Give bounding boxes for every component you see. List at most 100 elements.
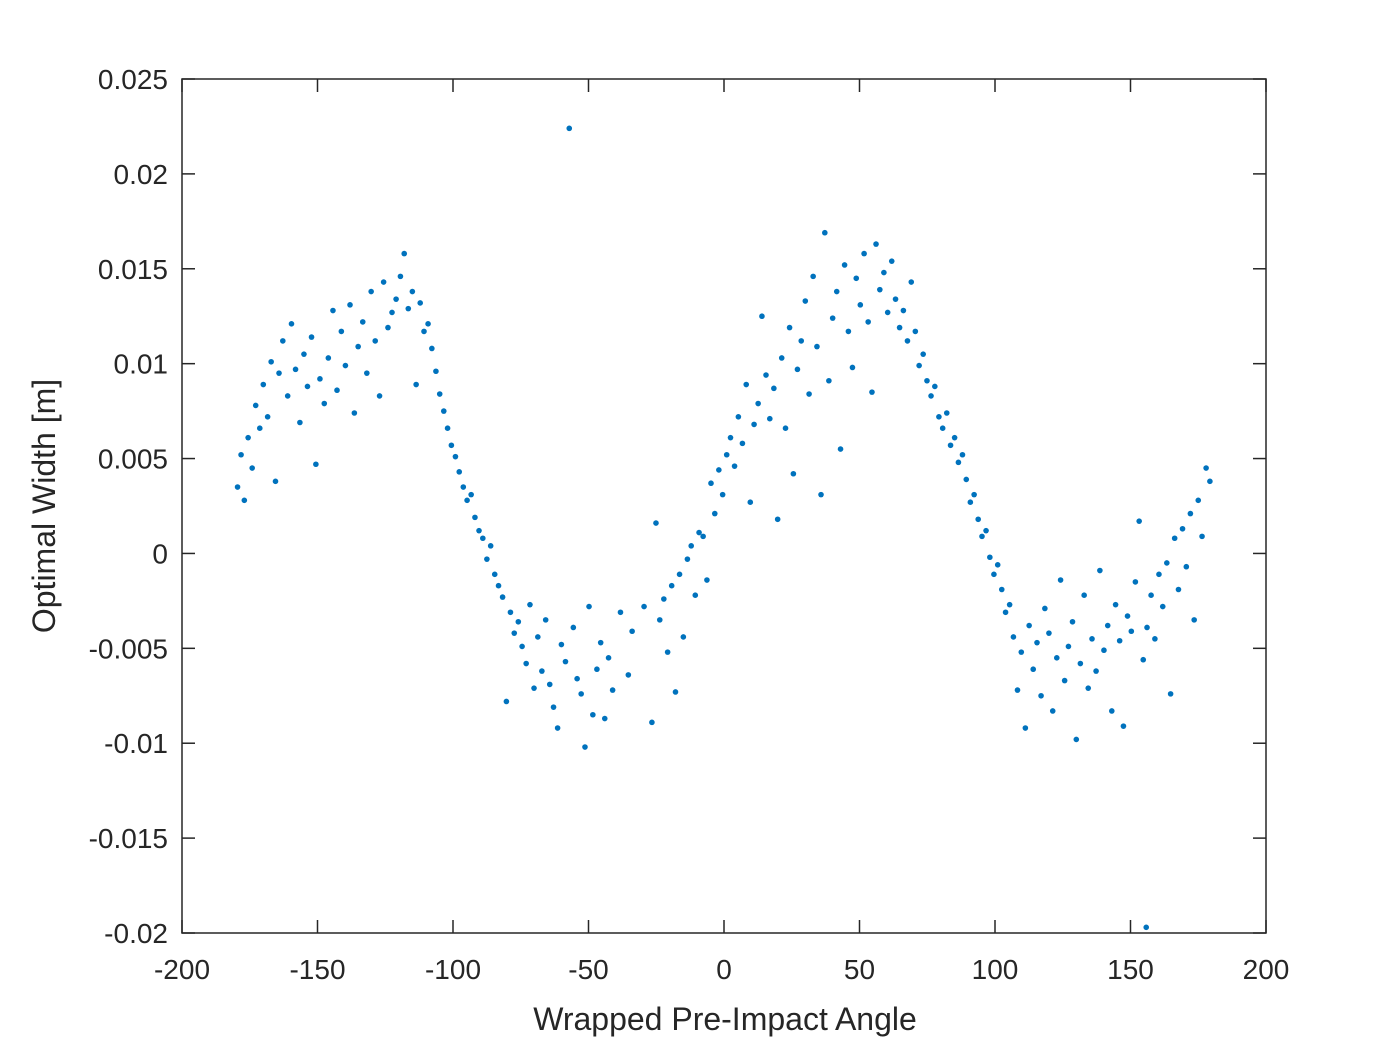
- scatter-point: [865, 319, 871, 325]
- scatter-point: [249, 465, 255, 471]
- x-tick-label: 150: [1107, 954, 1154, 985]
- scatter-point: [774, 516, 781, 523]
- scatter-point: [558, 641, 565, 648]
- scatter-point: [1112, 601, 1119, 608]
- scatter-point: [1065, 643, 1072, 650]
- scatter-point: [590, 711, 596, 718]
- scatter-point: [531, 685, 537, 691]
- scatter-point: [983, 527, 989, 534]
- scatter-point: [739, 440, 746, 447]
- scatter-point: [511, 630, 518, 636]
- scatter-point: [782, 425, 789, 431]
- scatter-point: [1002, 609, 1009, 616]
- scatter-point: [288, 321, 295, 327]
- scatter-point: [376, 393, 383, 399]
- y-tick-label: 0.02: [114, 159, 169, 190]
- scatter-point: [1038, 692, 1044, 699]
- scatter-point: [468, 491, 474, 498]
- scatter-point: [1207, 478, 1213, 485]
- scatter-point: [425, 321, 431, 327]
- scatter-point: [987, 554, 993, 561]
- scatter-point: [1191, 617, 1197, 623]
- scatter-point: [841, 262, 848, 268]
- scatter-point: [735, 414, 742, 420]
- scatter-point: [562, 658, 569, 665]
- scatter-point: [837, 446, 844, 452]
- scatter-point: [727, 434, 734, 441]
- scatter-point: [1042, 605, 1048, 612]
- scatter-point: [1022, 725, 1029, 731]
- scatter-point: [822, 229, 828, 236]
- y-tick-label: 0.025: [98, 64, 168, 95]
- scatter-point: [755, 400, 761, 407]
- scatter-point: [1053, 655, 1060, 661]
- scatter-point: [845, 328, 852, 335]
- x-axis-label: Wrapped Pre-Impact Angle: [533, 1001, 917, 1037]
- scatter-point: [1101, 647, 1107, 654]
- scatter-point: [928, 393, 934, 399]
- scatter-point: [857, 302, 864, 308]
- scatter-point: [527, 601, 533, 608]
- scatter-point: [829, 315, 836, 321]
- scatter-point: [280, 338, 286, 344]
- scatter-point: [1143, 924, 1150, 931]
- scatter-point: [1167, 691, 1174, 697]
- scatter-point: [238, 451, 244, 458]
- scatter-point: [1030, 666, 1037, 673]
- scatter-point: [256, 425, 263, 431]
- scatter-point: [641, 603, 647, 610]
- scatter-point: [1010, 634, 1017, 640]
- scatter-point: [1093, 668, 1099, 674]
- scatter-point: [892, 296, 899, 302]
- scatter-point: [1046, 630, 1052, 636]
- scatter-point: [389, 309, 395, 316]
- scatter-point: [1069, 618, 1076, 625]
- scatter-point: [1014, 687, 1021, 693]
- scatter-point: [272, 478, 279, 485]
- scatter-point: [826, 377, 832, 384]
- scatter-point: [338, 328, 345, 335]
- scatter-point: [833, 288, 840, 295]
- scatter-point: [912, 328, 919, 335]
- scatter-point: [260, 381, 267, 388]
- scatter-point: [355, 343, 361, 350]
- scatter-point: [629, 628, 635, 635]
- scatter-point: [448, 442, 455, 449]
- x-tick-label: -150: [289, 954, 345, 985]
- scatter-point: [778, 355, 785, 361]
- y-tick-label: -0.015: [89, 823, 168, 854]
- scatter-point: [550, 704, 557, 710]
- scatter-point: [1132, 579, 1139, 585]
- scatter-point: [1171, 535, 1178, 542]
- scatter-point: [1136, 518, 1142, 524]
- y-tick-label: 0.005: [98, 444, 168, 475]
- scatter-point: [456, 469, 463, 475]
- plot-frame: [181, 78, 1267, 934]
- scatter-point: [1195, 497, 1202, 504]
- scatter-point: [979, 533, 985, 540]
- scatter-point: [936, 414, 942, 420]
- scatter-point: [1057, 577, 1064, 583]
- scatter-point: [786, 324, 793, 331]
- scatter-point: [1203, 465, 1209, 471]
- scatter-point: [649, 719, 655, 726]
- scatter-point: [321, 400, 328, 407]
- scatter-point: [1104, 622, 1111, 629]
- scatter-point: [711, 510, 718, 517]
- scatter-point: [359, 319, 366, 325]
- scatter-point: [601, 715, 608, 722]
- scatter-point: [582, 744, 588, 750]
- scatter-point: [794, 366, 801, 373]
- scatter-point: [578, 691, 584, 697]
- scatter-point: [1089, 636, 1095, 642]
- scatter-point: [688, 543, 695, 549]
- scatter-point: [364, 370, 370, 376]
- scatter-point: [503, 698, 510, 705]
- scatter-point: [397, 273, 404, 280]
- scatter-point: [1034, 639, 1040, 646]
- scatter-point: [1085, 685, 1092, 691]
- scatter-point: [896, 324, 903, 331]
- x-tick-label: -200: [154, 954, 210, 985]
- scatter-point: [731, 463, 738, 469]
